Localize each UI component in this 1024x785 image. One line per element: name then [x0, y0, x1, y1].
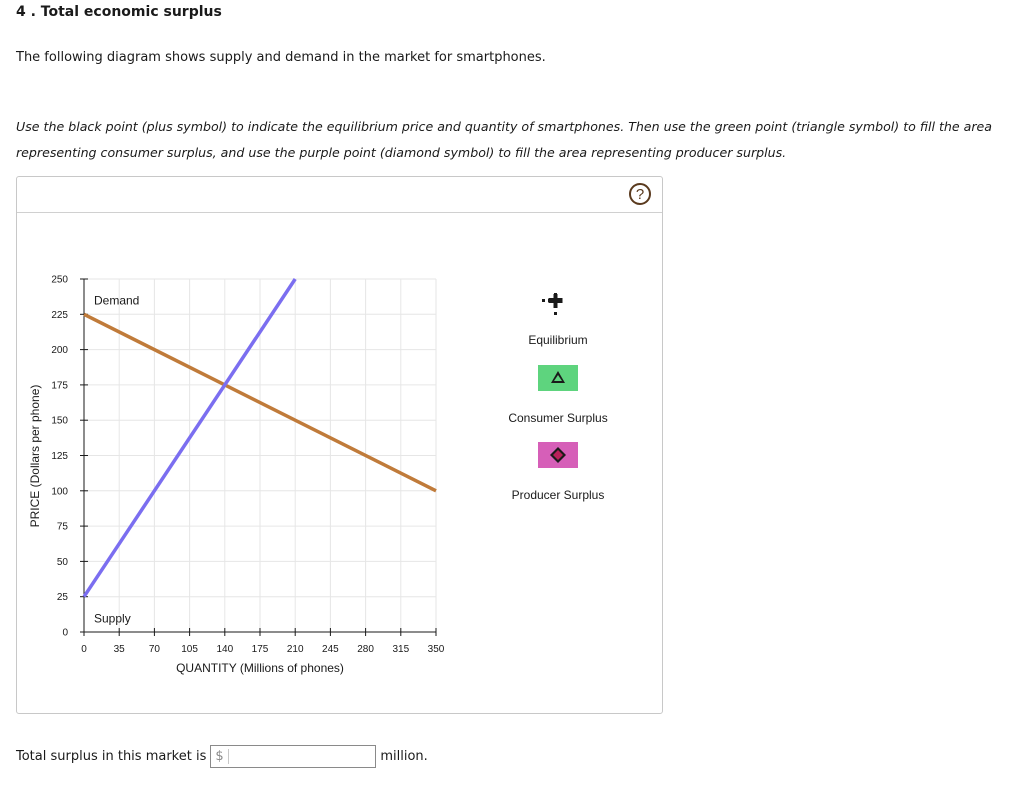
- y-tick-label: 75: [57, 522, 69, 533]
- x-tick-label: 35: [114, 644, 126, 655]
- answer-suffix: million.: [380, 749, 428, 764]
- question-title: 4 . Total economic surplus: [16, 4, 222, 20]
- x-tick-label: 245: [322, 644, 339, 655]
- y-tick-label: 150: [51, 416, 68, 427]
- x-tick-label: 105: [181, 644, 198, 655]
- producer-surplus-tool[interactable]: [538, 442, 578, 468]
- x-tick-label: 70: [149, 644, 161, 655]
- x-tick-label: 140: [216, 644, 233, 655]
- consumer-surplus-tool[interactable]: [538, 365, 578, 391]
- x-tick-label: 0: [81, 644, 87, 655]
- demand-curve-label: Demand: [94, 293, 139, 307]
- x-tick-label: 350: [428, 644, 445, 655]
- y-tick-label: 200: [51, 345, 68, 356]
- producer-surplus-label: Producer Surplus: [511, 488, 605, 502]
- graph-panel: ? 0 35 70 105 140 175 210 245 280 315 350 0 25 50 75 10…: [16, 176, 663, 714]
- y-tick-label: 125: [51, 451, 68, 462]
- demand-curve: [83, 312, 437, 493]
- chart-grid: [84, 278, 437, 632]
- triangle-icon: [551, 371, 565, 383]
- x-axis-label: QUANTITY (Millions of phones): [176, 661, 344, 675]
- x-tick-label: 280: [357, 644, 374, 655]
- y-tick-label: 250: [51, 275, 68, 286]
- y-axis-label: PRICE (Dollars per phone): [28, 385, 42, 528]
- answer-row: Total surplus in this market is $ millio…: [16, 744, 428, 769]
- x-tick-label: 175: [252, 644, 269, 655]
- diamond-icon: [550, 447, 566, 463]
- y-tick-label: 100: [51, 486, 68, 497]
- question-instructions: Use the black point (plus symbol) to ind…: [16, 119, 993, 160]
- answer-prefix: Total surplus in this market is: [16, 749, 207, 764]
- y-tick-label: 50: [57, 557, 69, 568]
- equilibrium-label: Equilibrium: [528, 333, 588, 347]
- y-tick-label: 0: [62, 628, 68, 639]
- supply-demand-graph[interactable]: 0 35 70 105 140 175 210 245 280 315 350 0 25 50 75 100 1…: [17, 177, 662, 713]
- y-tick-label: 175: [51, 380, 68, 391]
- total-surplus-input[interactable]: [228, 746, 373, 767]
- plus-icon: [542, 293, 563, 315]
- chart-series[interactable]: Demand Supply: [82, 278, 437, 626]
- consumer-surplus-label: Consumer Surplus: [508, 411, 608, 425]
- question-intro: The following diagram shows supply and d…: [16, 50, 546, 65]
- supply-curve: [82, 278, 297, 598]
- y-tick-label: 225: [51, 310, 68, 321]
- total-surplus-field[interactable]: $: [210, 745, 377, 768]
- panel-header: ?: [17, 177, 662, 213]
- help-icon[interactable]: ?: [629, 183, 651, 205]
- y-tick-label: 25: [57, 592, 69, 603]
- equilibrium-tool[interactable]: [535, 288, 565, 318]
- x-tick-label: 210: [287, 644, 304, 655]
- chart-ticks: 0 35 70 105 140 175 210 245 280 315 350 0 25 50 75 100 1…: [51, 275, 444, 656]
- supply-curve-label: Supply: [94, 612, 131, 626]
- x-tick-label: 315: [392, 644, 409, 655]
- dollar-sign: $: [211, 749, 229, 764]
